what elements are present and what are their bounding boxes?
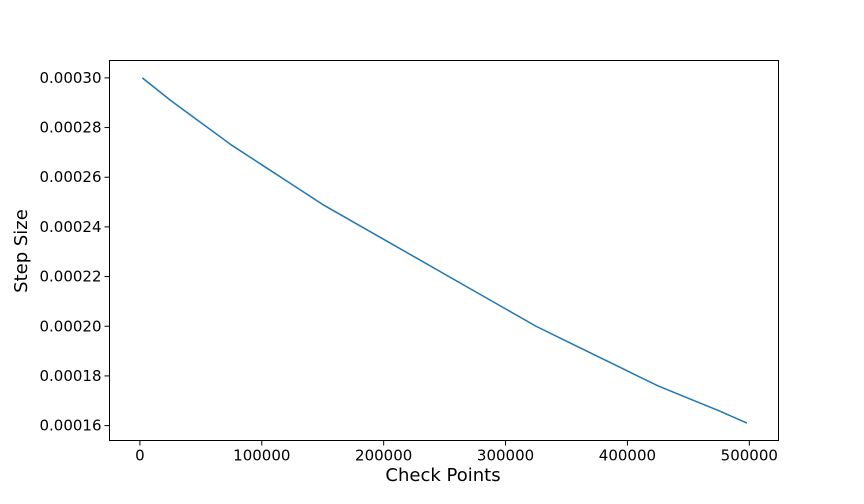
x-tick-label: 300000 xyxy=(477,447,534,465)
y-tick-label: 0.00028 xyxy=(39,119,101,137)
x-tick-label: 500000 xyxy=(721,447,778,465)
x-tick-label: 400000 xyxy=(599,447,656,465)
y-axis-ticks: 0.00016 0.00018 0.00020 0.00022 0.00024 0.000… xyxy=(39,69,110,435)
y-tick-label: 0.00020 xyxy=(39,317,101,335)
y-tick-label: 0.00022 xyxy=(39,268,101,286)
y-axis-label: Step Size xyxy=(11,209,32,293)
y-tick-label: 0.00024 xyxy=(39,218,101,236)
y-tick-label: 0.00030 xyxy=(39,69,101,87)
x-axis-label: Check Points xyxy=(385,465,500,486)
series-line xyxy=(141,77,748,424)
plot-frame xyxy=(109,60,779,441)
x-axis-ticks: 0 100000 200000 300000 400000 500000 xyxy=(135,440,778,465)
series-layer xyxy=(141,77,748,424)
y-tick-label: 0.00016 xyxy=(39,417,101,435)
x-tick-label: 200000 xyxy=(355,447,412,465)
x-tick-label: 100000 xyxy=(233,447,290,465)
y-tick-label: 0.00026 xyxy=(39,168,101,186)
y-tick-label: 0.00018 xyxy=(39,367,101,385)
x-tick-label: 0 xyxy=(135,447,145,465)
